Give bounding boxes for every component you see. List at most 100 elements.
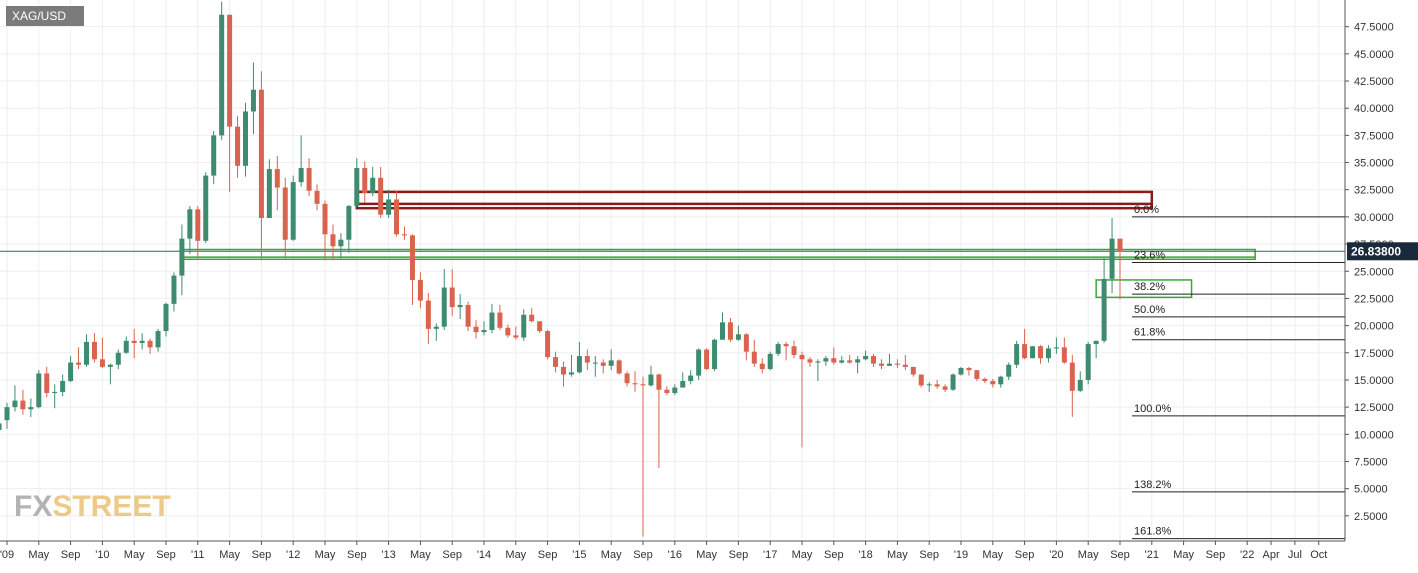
candle-body <box>147 340 153 348</box>
candle-body <box>4 407 10 421</box>
x-tick-label: '09 <box>0 549 14 561</box>
candle-body <box>107 364 113 367</box>
y-tick-label: 30.0000 <box>1354 212 1394 224</box>
candle-body <box>346 206 352 240</box>
axes: 2.5000 5.0000 7.5000 10.0000 12.5000 15.0000 1… <box>0 0 1418 561</box>
candle-body <box>561 366 566 375</box>
candle-body <box>990 381 996 385</box>
candle-body <box>1006 364 1012 377</box>
candle-body <box>568 372 574 375</box>
candle-body <box>958 367 964 375</box>
x-tick-label: May <box>982 549 1003 561</box>
candle-body <box>219 14 225 136</box>
x-tick-label: '10 <box>95 549 109 561</box>
x-tick-label: May <box>696 549 717 561</box>
candle-body <box>370 177 376 193</box>
x-tick-label: Sep <box>633 549 653 561</box>
candle-body <box>354 167 360 207</box>
candle-body <box>402 234 407 236</box>
candle-body <box>243 111 248 166</box>
candle-body <box>290 182 296 240</box>
x-tick-label: May <box>601 549 622 561</box>
fib-label: 38.2% <box>1134 281 1165 293</box>
candle-body <box>966 367 972 371</box>
candle-body <box>656 374 662 390</box>
x-tick-label: Sep <box>1015 549 1035 561</box>
candle-body <box>545 331 551 358</box>
x-tick-label: Sep <box>538 549 558 561</box>
x-tick-label: Sep <box>442 549 462 561</box>
candle-body <box>696 349 702 376</box>
x-tick-label: May <box>887 549 908 561</box>
fib-label: 138.2% <box>1134 479 1172 491</box>
candle-body <box>998 376 1004 385</box>
candle-body <box>60 381 66 392</box>
y-tick-label: 40.0000 <box>1354 103 1394 115</box>
x-tick-label: '19 <box>954 549 968 561</box>
fib-label: 61.8% <box>1134 327 1165 339</box>
candle-body <box>592 362 598 364</box>
candle-body <box>513 335 519 338</box>
x-tick-label: '11 <box>191 549 205 561</box>
candle-body <box>712 339 718 370</box>
candle-body <box>815 361 821 363</box>
x-tick-label: Sep <box>156 549 176 561</box>
fxstreet-logo: FXSTREET <box>14 490 171 524</box>
candle-body <box>608 360 614 366</box>
candle-body <box>457 304 463 308</box>
candle-body <box>394 199 400 235</box>
candle-body <box>735 334 741 340</box>
candle-body <box>584 356 590 363</box>
candle-body <box>1053 347 1059 349</box>
candle-body <box>942 386 948 390</box>
x-tick-label: May <box>124 549 145 561</box>
candle-body <box>553 357 559 367</box>
y-tick-label: 2.5000 <box>1354 511 1388 523</box>
candle-body <box>886 363 892 366</box>
candle-body <box>0 423 2 430</box>
candle-body <box>76 362 82 365</box>
x-tick-label: '15 <box>572 549 586 561</box>
x-tick-label: May <box>315 549 336 561</box>
candle-body <box>274 169 280 188</box>
y-tick-label: 12.5000 <box>1354 402 1394 414</box>
x-tick-label: '17 <box>763 549 777 561</box>
candle-body <box>266 169 272 218</box>
candle-body <box>258 89 264 218</box>
x-tick-label: Jul <box>1288 549 1302 561</box>
candle-body <box>131 340 137 343</box>
candle-body <box>1014 344 1020 365</box>
y-tick-label: 35.0000 <box>1354 158 1394 170</box>
candle-body <box>155 331 161 348</box>
fib-label: 0.0% <box>1134 204 1159 216</box>
candle-body <box>489 312 495 330</box>
y-tick-label: 22.5000 <box>1354 293 1394 305</box>
x-tick-label: May <box>219 549 240 561</box>
resistance-zone <box>355 190 1154 210</box>
candle-body <box>759 363 765 370</box>
y-tick-label: 10.0000 <box>1354 429 1394 441</box>
candle-body <box>1077 379 1083 391</box>
candle-body <box>537 321 543 332</box>
y-tick-label: 45.0000 <box>1354 49 1394 61</box>
candle-body <box>704 349 710 370</box>
candle-body <box>378 177 384 215</box>
candle-body <box>465 304 471 327</box>
candle-body <box>227 14 233 127</box>
x-tick-label: May <box>1173 549 1194 561</box>
candle-body <box>640 384 646 386</box>
candle-body <box>839 360 845 363</box>
candle-body <box>521 314 527 338</box>
candle-body <box>1030 346 1036 359</box>
candle-body <box>1109 238 1115 279</box>
candle-body <box>163 303 169 332</box>
x-tick-label: May <box>792 549 813 561</box>
x-tick-label: '21 <box>1145 549 1159 561</box>
candle-body <box>807 359 813 363</box>
fib-labels: 0.0% 23.6% 38.2% 50.0% 61.8% 100.0% 138.2% 161.… <box>1134 204 1172 538</box>
candle-body <box>616 360 622 374</box>
x-tick-label: Sep <box>347 549 367 561</box>
candle-body <box>449 287 455 308</box>
